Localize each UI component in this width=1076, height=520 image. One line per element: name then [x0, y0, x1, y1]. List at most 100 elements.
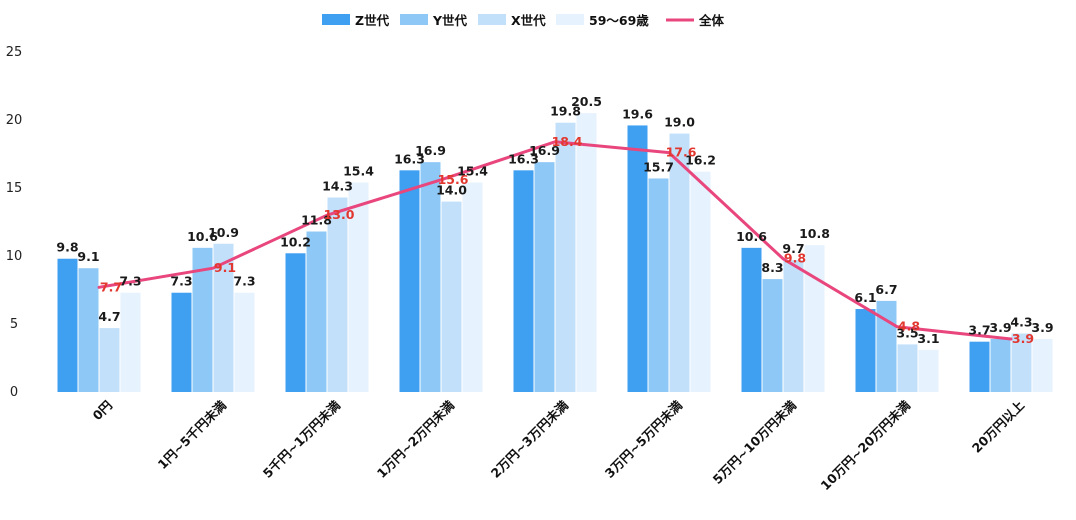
bar [120, 292, 141, 392]
bar [234, 292, 255, 392]
legend: Z世代 Y世代 X世代 59～69歳 全体 [322, 13, 725, 28]
bar [171, 292, 192, 392]
bar-value-label: 10.2 [280, 234, 311, 249]
bar-value-label: 10.6 [187, 229, 218, 244]
bar-value-label: 4.7 [98, 309, 120, 324]
bar [855, 309, 876, 392]
bar-value-label: 16.2 [685, 153, 716, 168]
bar-value-label: 16.3 [394, 151, 425, 166]
bar-value-label: 4.3 [1010, 315, 1032, 330]
bar [555, 122, 576, 392]
bar [762, 279, 783, 392]
line-value-label: 18.4 [552, 134, 583, 149]
bar [1011, 333, 1032, 392]
bar-value-label: 19.8 [550, 104, 581, 119]
x-category-label: 0円 [90, 398, 116, 424]
y-tick-label: 0 [10, 385, 18, 400]
bar [804, 245, 825, 392]
bar [462, 182, 483, 392]
x-category-label: 20万円以上 [969, 397, 1028, 456]
bar [420, 162, 441, 392]
x-category-label: 5万円~10万円未満 [710, 397, 800, 487]
line-value-label: 4.8 [898, 319, 920, 334]
bar-value-label: 7.3 [170, 274, 192, 289]
bar [441, 201, 462, 392]
bar-value-label: 10.6 [736, 229, 767, 244]
legend-swatch [556, 14, 584, 25]
bar-value-label: 7.3 [119, 274, 141, 289]
bar-value-label: 9.1 [77, 249, 99, 264]
line-value-label: 9.1 [214, 260, 236, 275]
bar-value-label: 10.9 [208, 225, 239, 240]
bar [285, 253, 306, 392]
bar-value-label: 16.9 [529, 143, 560, 158]
bar [399, 170, 420, 392]
bar [690, 171, 711, 392]
bar-value-label: 3.7 [968, 323, 990, 338]
x-category-label: 5千円~1万円未満 [260, 397, 344, 481]
legend-label: Y世代 [432, 13, 468, 28]
line-value-label: 17.6 [666, 145, 697, 160]
legend-label: 全体 [698, 13, 725, 28]
bar-value-label: 15.7 [643, 159, 674, 174]
bar-value-label: 10.8 [799, 226, 830, 241]
legend-swatch [400, 14, 428, 25]
bar-value-label: 3.5 [896, 325, 918, 340]
bar [783, 260, 804, 392]
bar-value-label: 14.3 [322, 179, 353, 194]
bar [669, 133, 690, 392]
y-tick-label: 20 [6, 113, 23, 128]
bar [348, 182, 369, 392]
legend-label: X世代 [511, 13, 546, 28]
bar [990, 338, 1011, 392]
bar-value-label: 16.3 [508, 151, 539, 166]
y-axis: 0 5 10 15 20 25 [6, 45, 23, 400]
bar [213, 243, 234, 392]
bar-value-label: 3.9 [1031, 320, 1053, 335]
bar-value-label: 19.6 [622, 106, 653, 121]
bars [57, 113, 1053, 392]
bar [534, 162, 555, 392]
bar [741, 247, 762, 392]
y-tick-label: 5 [10, 317, 18, 332]
bar-value-label: 11.8 [301, 213, 332, 228]
bar-value-label: 9.8 [56, 240, 78, 255]
bar [1032, 338, 1053, 392]
line-value-label: 15.6 [438, 172, 469, 187]
bar [897, 344, 918, 392]
x-category-label: 3万円~5万円未満 [602, 397, 686, 481]
bar [78, 268, 99, 392]
bar-value-label: 14.0 [436, 183, 467, 198]
bar-value-label: 3.1 [917, 331, 939, 346]
x-category-label: 2万円~3万円未満 [488, 397, 572, 481]
line-series-total [97, 140, 1013, 341]
bar-value-label: 6.7 [875, 282, 897, 297]
bar-value-label: 9.7 [782, 241, 804, 256]
bar-value-label: 6.1 [854, 290, 876, 305]
bar [192, 247, 213, 392]
bar-value-label: 15.4 [457, 164, 488, 179]
line-value-label: 9.8 [784, 251, 806, 266]
bar [57, 258, 78, 392]
x-category-label: 1円~5千円未満 [155, 397, 230, 472]
bar-value-label: 16.9 [415, 143, 446, 158]
total-line [97, 140, 1013, 341]
bar [918, 349, 939, 392]
y-tick-label: 25 [6, 45, 23, 60]
line-value-label: 13.0 [324, 207, 355, 222]
legend-swatch [478, 14, 506, 25]
bar [513, 170, 534, 392]
x-axis: 0円 1円~5千円未満 5千円~1万円未満 1万円~2万円未満 2万円~3万円未満 3万円… [90, 397, 1028, 493]
bar-value-label: 8.3 [761, 260, 783, 275]
line-value-label: 7.7 [100, 279, 122, 294]
x-category-label: 10万円~20万円未満 [817, 397, 913, 493]
bar [627, 125, 648, 392]
bar-value-label: 19.0 [664, 115, 695, 130]
y-tick-label: 15 [6, 181, 23, 196]
bar [576, 113, 597, 392]
bar [306, 231, 327, 392]
bar [99, 328, 120, 392]
bar-value-label: 7.3 [233, 274, 255, 289]
bar-value-label: 20.5 [571, 94, 602, 109]
